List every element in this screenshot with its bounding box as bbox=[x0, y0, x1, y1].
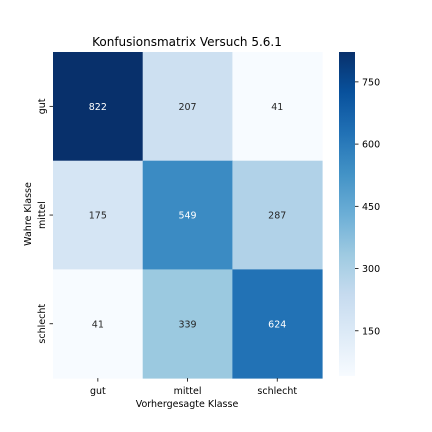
colorbar-tick-label: 150 bbox=[362, 326, 380, 337]
heatmap-cell-labels: 822 207 41 175 549 287 41 339 624 bbox=[89, 102, 287, 330]
x-axis-label: Vorhergesagte Klasse bbox=[136, 399, 239, 410]
colorbar-tick-label: 450 bbox=[362, 202, 380, 213]
heatmap-cell-gut-gut bbox=[53, 52, 144, 162]
heatmap-cell-schlecht-mittel bbox=[142, 269, 233, 379]
cell-value-label: 41 bbox=[271, 102, 283, 113]
cell-value-label: 41 bbox=[92, 319, 104, 330]
heatmap-cells bbox=[53, 52, 323, 379]
y-axis-ticks: gut mittel schlecht bbox=[37, 98, 53, 344]
colorbar-ticks: 150 300 450 600 750 bbox=[355, 77, 380, 337]
y-tick-label: schlecht bbox=[37, 304, 48, 344]
cell-value-label: 175 bbox=[89, 211, 107, 222]
chart-title: Konfusionsmatrix Versuch 5.6.1 bbox=[92, 35, 282, 49]
cell-value-label: 549 bbox=[178, 211, 196, 222]
cell-value-label: 822 bbox=[89, 102, 107, 113]
x-tick-label: mittel bbox=[174, 386, 202, 397]
y-tick-label: gut bbox=[37, 98, 48, 114]
heatmap-cell-mittel-mittel bbox=[142, 160, 233, 270]
cell-value-label: 207 bbox=[178, 102, 196, 113]
x-axis-ticks: gut mittel schlecht bbox=[90, 378, 297, 397]
colorbar-tick-label: 600 bbox=[362, 140, 380, 151]
heatmap-cell-schlecht-gut bbox=[53, 269, 144, 379]
cell-value-label: 339 bbox=[178, 319, 196, 330]
cell-value-label: 624 bbox=[268, 319, 286, 330]
heatmap-cell-mittel-schlecht bbox=[232, 160, 323, 270]
heatmap-cell-schlecht-schlecht bbox=[232, 269, 323, 379]
cell-value-label: 287 bbox=[268, 211, 286, 222]
colorbar-tick-label: 750 bbox=[362, 77, 380, 88]
x-tick-label: gut bbox=[90, 386, 106, 397]
colorbar-tick-label: 300 bbox=[362, 264, 380, 275]
y-axis-label: Wahre Klasse bbox=[23, 182, 34, 246]
x-tick-label: schlecht bbox=[257, 386, 297, 397]
heatmap-cell-gut-schlecht bbox=[232, 52, 323, 162]
heatmap-cell-gut-mittel bbox=[142, 52, 233, 162]
heatmap-cell-mittel-gut bbox=[53, 160, 144, 270]
colorbar bbox=[339, 52, 355, 376]
y-tick-label: mittel bbox=[37, 201, 48, 229]
